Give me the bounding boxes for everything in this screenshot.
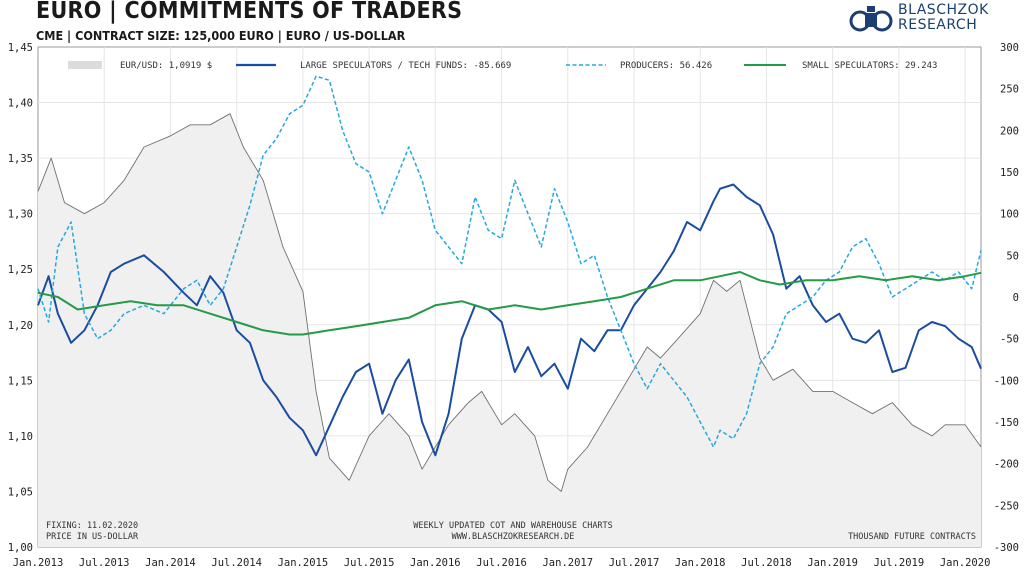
y-right-tick-label: -100	[994, 375, 1019, 387]
y-right-tick-label: 100	[1000, 209, 1019, 221]
y-left-tick-label: 1,25	[8, 264, 33, 276]
x-tick-label: Jan.2013	[13, 557, 64, 569]
x-tick-label: Jul.2013	[79, 557, 130, 569]
chart-title: EURO | COMMITMENTS OF TRADERS	[36, 0, 463, 24]
note-fixing: FIXING: 11.02.2020	[46, 521, 138, 531]
y-right-tick-label: 250	[1000, 84, 1019, 96]
y-right-tick-label: -200	[994, 459, 1019, 471]
legend-label-small: SMALL SPECULATORS: 29.243	[802, 61, 937, 71]
logo-line1: BLASCHZOK	[898, 2, 989, 18]
logo-line2: RESEARCH	[898, 17, 978, 33]
y-left-tick-label: 1,00	[8, 542, 33, 554]
chart-subtitle: CME | CONTRACT SIZE: 125,000 EURO | EURO…	[36, 28, 406, 43]
x-tick-label: Jan.2017	[542, 557, 593, 569]
legend-label-large: LARGE SPECULATORS / TECH FUNDS: -85.669	[300, 61, 511, 71]
x-tick-label: Jan.2018	[675, 557, 726, 569]
note-url: WWW.BLASCHZOKRESEARCH.DE	[452, 532, 575, 542]
y-axis-left: 1,45 1,40 1,35 1,30 1,25 1,20 1,15 1,10 1,05 1,00	[8, 42, 33, 554]
x-tick-label: Jul.2017	[609, 557, 660, 569]
y-left-tick-label: 1,45	[8, 42, 33, 54]
y-right-tick-label: -150	[994, 417, 1019, 429]
legend: EUR/USD: 1,0919 $ LARGE SPECULATORS / TE…	[68, 61, 937, 71]
legend-label-eurusd: EUR/USD: 1,0919 $	[120, 61, 212, 71]
y-right-tick-label: 0	[1013, 292, 1019, 304]
x-axis: Jan.2013 Jul.2013 Jan.2014 Jul.2014 Jan.2015…	[13, 557, 991, 569]
y-right-tick-label: -250	[994, 500, 1019, 512]
series-layer	[37, 75, 982, 547]
y-left-tick-label: 1,30	[8, 209, 33, 221]
y-right-tick-label: 50	[1006, 250, 1019, 262]
series-line-eur-usd	[37, 113, 982, 492]
y-left-tick-label: 1,35	[8, 153, 33, 165]
y-right-tick-label: -300	[994, 542, 1019, 554]
series-line-large-speculators-tech-funds	[37, 183, 982, 457]
y-left-tick-label: 1,05	[8, 486, 33, 498]
y-left-tick-label: 1,20	[8, 320, 33, 332]
note-price: PRICE IN US-DOLLAR	[46, 532, 139, 542]
legend-swatch-eurusd	[68, 61, 102, 69]
y-right-tick-label: -50	[1000, 334, 1019, 346]
series-line-producers	[37, 75, 982, 448]
series-area-eur-usd	[38, 113, 981, 547]
x-tick-label: Jul.2016	[476, 557, 527, 569]
x-tick-label: Jul.2018	[741, 557, 792, 569]
y-right-tick-label: 150	[1000, 167, 1019, 179]
y-right-tick-label: 300	[1000, 42, 1019, 54]
legend-label-producers: PRODUCERS: 56.426	[620, 61, 712, 71]
note-weekly: WEEKLY UPDATED COT AND WAREHOUSE CHARTS	[413, 521, 613, 531]
x-tick-label: Jan.2014	[145, 557, 196, 569]
y-left-tick-label: 1,15	[8, 375, 33, 387]
note-units: THOUSAND FUTURE CONTRACTS	[848, 532, 976, 542]
x-tick-label: Jan.2016	[410, 557, 461, 569]
x-tick-label: Jul.2014	[211, 557, 262, 569]
y-left-tick-label: 1,40	[8, 98, 33, 110]
y-right-tick-label: 200	[1000, 125, 1019, 137]
x-tick-label: Jul.2019	[874, 557, 925, 569]
y-axis-right: 300 250 200 150 100 50 0 -50 -100 -150 -200 -250 -30…	[994, 42, 1019, 554]
logo-emblem-icon	[849, 6, 893, 32]
x-tick-label: Jan.2015	[278, 557, 329, 569]
y-left-tick-label: 1,10	[8, 431, 33, 443]
x-tick-label: Jan.2020	[940, 557, 991, 569]
x-tick-label: Jan.2019	[807, 557, 858, 569]
series-line-small-speculators	[37, 271, 982, 336]
x-tick-label: Jul.2015	[344, 557, 395, 569]
brand-logo: BLASCHZOK RESEARCH	[848, 2, 1018, 38]
